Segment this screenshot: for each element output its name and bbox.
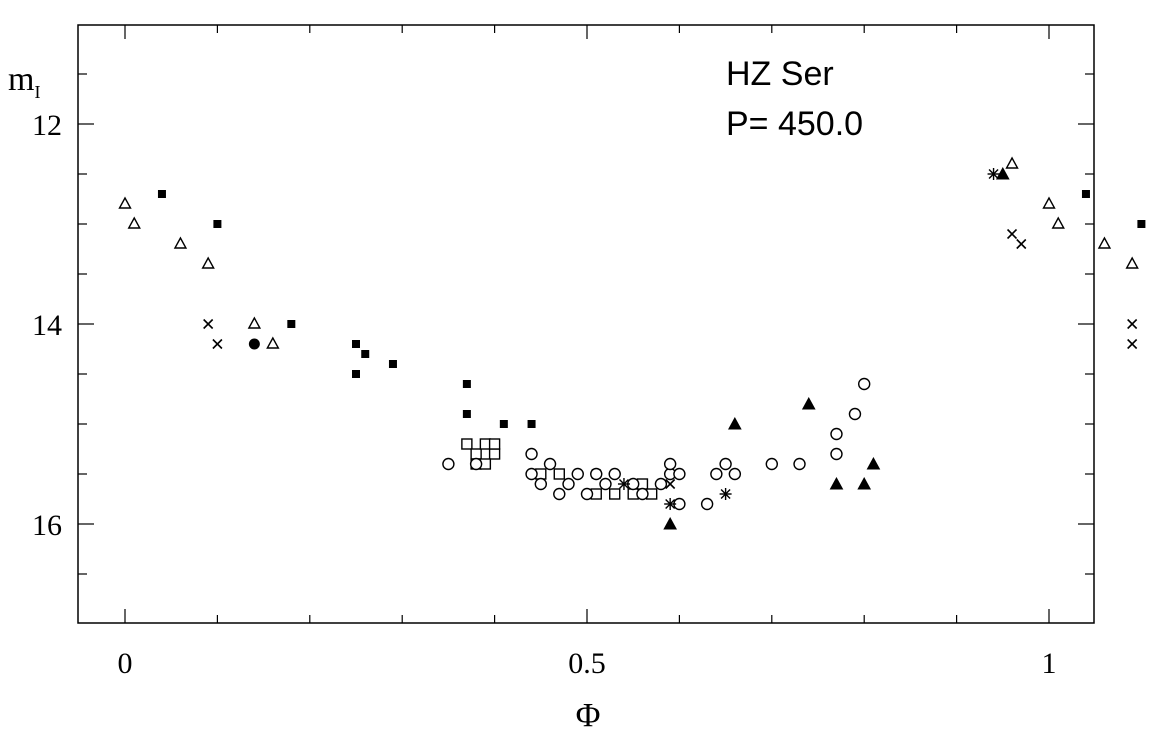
- period-annotation: P= 450.0: [726, 105, 863, 143]
- data-point-open-triangle: [1044, 198, 1055, 208]
- data-point-filled-square: [528, 420, 536, 428]
- data-point-open-triangle: [203, 258, 214, 268]
- data-point-open-circle: [609, 469, 620, 480]
- data-point-filled-square: [287, 320, 295, 328]
- data-point-filled-circle: [249, 339, 260, 350]
- data-point-filled-triangle: [858, 478, 870, 489]
- data-point-open-circle: [729, 469, 740, 480]
- data-point-open-circle: [600, 479, 611, 490]
- y-axis-title: mI: [8, 61, 40, 102]
- data-point-filled-triangle: [830, 478, 842, 489]
- data-point-open-circle: [794, 459, 805, 470]
- data-point-open-circle: [545, 459, 556, 470]
- data-point-filled-square: [1137, 220, 1145, 228]
- data-point-x-cross: [1017, 240, 1026, 249]
- data-point-x-cross: [1008, 230, 1017, 239]
- x-axis-title: Φ: [576, 697, 601, 734]
- data-point-open-square: [471, 449, 481, 459]
- data-point-open-circle: [702, 499, 713, 510]
- data-point-open-circle: [849, 409, 860, 420]
- data-point-open-triangle: [175, 238, 186, 248]
- data-point-open-triangle: [1099, 238, 1110, 248]
- data-point-x-cross: [204, 320, 213, 329]
- x-tick-label: 1: [1042, 647, 1057, 680]
- data-point-filled-square: [463, 380, 471, 388]
- data-point-open-circle: [831, 449, 842, 460]
- data-point-open-circle: [471, 459, 482, 470]
- x-tick-label: 0: [118, 647, 133, 680]
- data-point-open-triangle: [1007, 158, 1018, 168]
- data-point-open-circle: [665, 459, 676, 470]
- data-point-x-cross: [1128, 340, 1137, 349]
- y-tick-label: 14: [32, 309, 62, 342]
- y-axis-title-main: m: [8, 61, 34, 98]
- data-point-open-triangle: [120, 198, 131, 208]
- data-point-open-circle: [563, 479, 574, 490]
- y-axis-title-subscript: I: [34, 82, 40, 102]
- data-point-open-circle: [554, 489, 565, 500]
- data-point-open-triangle: [267, 338, 278, 348]
- data-point-open-circle: [766, 459, 777, 470]
- data-point-filled-square: [352, 370, 360, 378]
- y-tick-label: 12: [32, 109, 62, 142]
- data-point-filled-triangle: [803, 398, 815, 409]
- data-point-open-circle: [720, 459, 731, 470]
- data-point-x-cross: [213, 340, 222, 349]
- data-point-filled-square: [213, 220, 221, 228]
- data-point-filled-square: [361, 350, 369, 358]
- data-point-open-circle: [526, 449, 537, 460]
- data-point-open-circle: [655, 479, 666, 490]
- y-tick-label: 16: [32, 509, 62, 542]
- data-point-filled-square: [500, 420, 508, 428]
- data-point-open-circle: [526, 469, 537, 480]
- data-point-open-square: [480, 439, 490, 449]
- data-point-filled-square: [389, 360, 397, 368]
- data-point-open-square: [462, 439, 472, 449]
- data-point-open-triangle: [249, 318, 260, 328]
- data-point-open-circle: [535, 479, 546, 490]
- axis-ticks: 00.511.52121416: [32, 25, 1156, 680]
- data-point-filled-triangle: [867, 458, 879, 469]
- data-point-open-circle: [572, 469, 583, 480]
- data-point-open-square: [554, 469, 564, 479]
- data-point-open-triangle: [1127, 258, 1138, 268]
- data-point-open-circle: [831, 429, 842, 440]
- x-tick-label: 0.5: [568, 647, 606, 680]
- data-point-filled-square: [463, 410, 471, 418]
- star-name-annotation: HZ Ser: [726, 55, 834, 93]
- data-point-open-circle: [674, 469, 685, 480]
- data-point-star: [720, 488, 732, 500]
- data-point-open-square: [490, 449, 500, 459]
- data-point-open-triangle: [129, 218, 140, 228]
- data-point-open-triangle: [1053, 218, 1064, 228]
- data-point-filled-square: [1082, 190, 1090, 198]
- data-point-open-circle: [859, 379, 870, 390]
- data-point-open-circle: [443, 459, 454, 470]
- data-point-filled-triangle: [664, 518, 676, 529]
- data-point-open-square: [490, 439, 500, 449]
- plot-frame: [78, 25, 1094, 623]
- data-point-star: [664, 498, 676, 510]
- data-point-open-square: [610, 489, 620, 499]
- data-point-x-cross: [1128, 320, 1137, 329]
- data-point-open-circle: [711, 469, 722, 480]
- data-point-filled-square: [352, 340, 360, 348]
- data-point-open-circle: [637, 489, 648, 500]
- data-point-filled-square: [158, 190, 166, 198]
- data-point-open-circle: [591, 469, 602, 480]
- data-point-open-circle: [582, 489, 593, 500]
- data-point-star: [618, 478, 630, 490]
- data-point-filled-triangle: [729, 418, 741, 429]
- data-points: [120, 158, 1156, 529]
